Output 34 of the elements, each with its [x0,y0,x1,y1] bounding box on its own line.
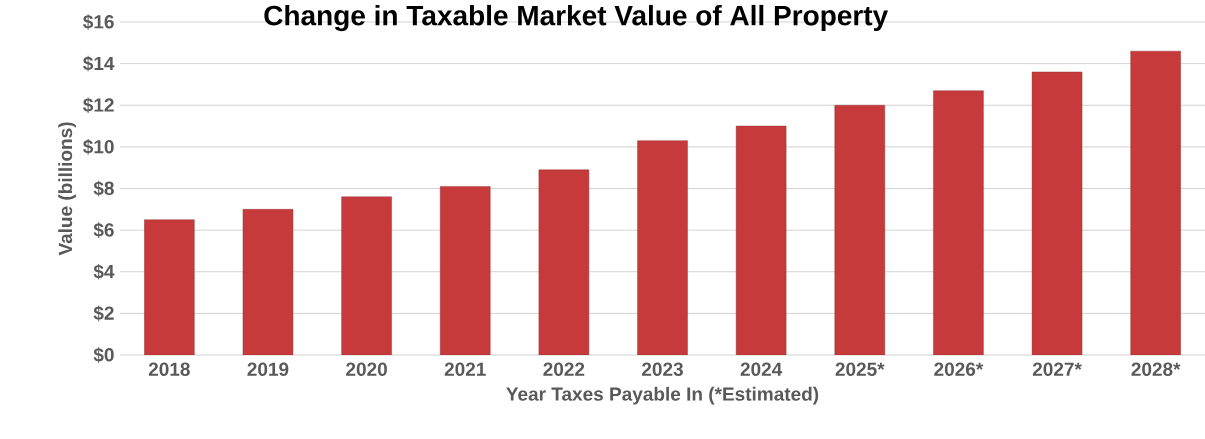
bar [834,105,885,355]
y-tick-label: $6 [93,222,114,238]
x-tick-label: 2024 [740,362,783,376]
y-tick-label: $4 [93,263,115,280]
x-tick-label: 2018 [148,362,190,376]
x-tick-label: 2020 [346,362,387,376]
y-tick-label: $16 [83,14,114,30]
bar [735,125,787,355]
y-tick-label: $14 [83,55,115,72]
x-tick-label: 2021 [444,362,486,376]
y-tick-label: $8 [93,180,114,197]
x-tick-label: 2027* [1032,362,1082,376]
bar [637,140,688,355]
bar [242,209,294,355]
bar [144,219,195,355]
x-axis-title: Year Taxes Payable In (*Estimated) [506,386,819,405]
y-tick-label: $10 [83,139,114,155]
bar [1130,50,1181,355]
x-tick-label: 2028* [1131,362,1181,376]
bar [440,186,491,355]
x-tick-label: 2026* [934,362,984,376]
y-tick-label: $12 [83,97,114,113]
y-axis-title: Value (billions) [58,122,76,256]
chart-title: Change in Taxable Market Value of All Property [264,4,889,32]
bar [538,169,590,355]
x-tick-label: 2025* [835,362,885,376]
x-tick-label: 2023 [642,362,683,377]
bar [1031,71,1083,355]
bar [341,196,392,355]
x-tick-label: 2019 [247,362,289,376]
y-tick-label: $2 [93,305,114,322]
y-tick-label: $0 [93,347,114,363]
bar [933,90,984,355]
x-tick-label: 2022 [543,362,585,376]
